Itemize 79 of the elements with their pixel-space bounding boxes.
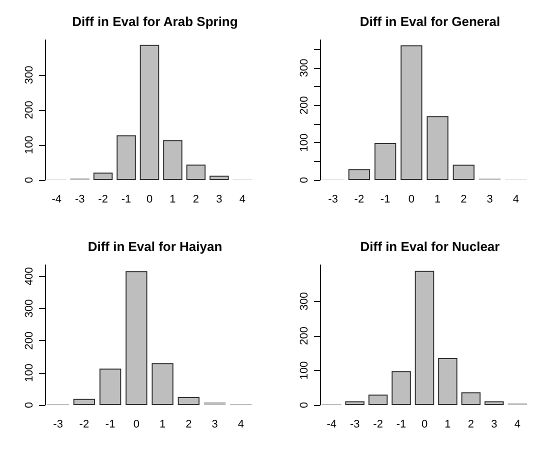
chart-title: Diff in Eval for Arab Spring xyxy=(72,14,238,29)
y-tick-label: 300 xyxy=(24,66,36,84)
bar xyxy=(73,398,96,405)
x-tick-label: -4 xyxy=(326,418,336,430)
x-tick-label: 1 xyxy=(160,418,166,430)
bar xyxy=(426,116,448,180)
y-tick-label: 200 xyxy=(24,100,36,120)
bar xyxy=(348,169,370,180)
y-tick-label: 300 xyxy=(298,58,310,78)
y-tick-label: 0 xyxy=(24,176,36,184)
bar xyxy=(392,371,411,405)
bar xyxy=(368,394,388,405)
x-tick-label: -1 xyxy=(121,194,132,206)
x-tick-label: 0 xyxy=(421,418,428,430)
bar xyxy=(400,45,422,180)
bar xyxy=(414,270,434,405)
chart-title: Diff in Eval for Haiyan xyxy=(88,239,222,254)
bar xyxy=(484,401,504,405)
x-tick-label: 1 xyxy=(170,194,176,206)
y-tick-label: 0 xyxy=(298,176,310,184)
y-tick-label: 100 xyxy=(298,133,310,152)
x-tick-label: 0 xyxy=(133,418,140,430)
bar xyxy=(210,176,229,180)
x-tick-label: 1 xyxy=(444,418,451,430)
x-tick-label: 2 xyxy=(192,194,200,206)
x-tick-label: -1 xyxy=(105,418,116,430)
x-tick-label: 3 xyxy=(212,418,218,430)
x-tick-label: 2 xyxy=(460,194,467,206)
x-tick-label: -3 xyxy=(53,418,63,430)
x-tick-label: -1 xyxy=(380,194,390,206)
x-tick-label: -2 xyxy=(354,194,364,206)
bar xyxy=(452,164,475,180)
y-tick-label: 0 xyxy=(24,402,36,408)
y-tick-label: 100 xyxy=(24,136,36,154)
bar xyxy=(99,368,122,405)
y-tick-label: 200 xyxy=(24,331,36,350)
x-tick-label: -3 xyxy=(350,418,360,430)
x-tick-label: 2 xyxy=(186,418,192,430)
bar xyxy=(116,135,136,180)
x-tick-label: -2 xyxy=(373,418,383,430)
x-tick-label: 3 xyxy=(486,194,493,206)
x-tick-label: -3 xyxy=(328,194,338,206)
y-tick-label: 100 xyxy=(24,364,36,382)
bar xyxy=(178,396,200,405)
x-tick-label: -1 xyxy=(396,418,406,430)
x-tick-label: 0 xyxy=(146,194,153,206)
y-tick-label: 200 xyxy=(298,96,310,115)
bar xyxy=(345,401,364,405)
bar xyxy=(204,402,226,405)
x-tick-label: -4 xyxy=(52,194,62,206)
y-tick-label: 200 xyxy=(298,326,310,346)
bar xyxy=(93,172,113,180)
bar xyxy=(152,363,174,405)
x-tick-label: 4 xyxy=(512,194,519,206)
bar xyxy=(140,44,160,180)
y-tick-label: 100 xyxy=(298,361,310,380)
bar xyxy=(163,140,182,180)
chart-title: Diff in Eval for Nuclear xyxy=(360,239,500,254)
bar xyxy=(438,358,458,405)
x-tick-label: 3 xyxy=(216,194,222,206)
x-tick-label: 1 xyxy=(434,194,441,206)
bar xyxy=(461,392,481,405)
bar xyxy=(374,143,396,180)
y-tick-label: 0 xyxy=(298,402,310,408)
y-tick-label: 400 xyxy=(24,267,36,286)
x-tick-label: 4 xyxy=(239,194,246,206)
x-tick-label: -2 xyxy=(98,194,108,206)
x-tick-label: 2 xyxy=(468,418,474,430)
bar xyxy=(126,271,148,405)
x-tick-label: -2 xyxy=(79,418,90,430)
chart-title: Diff in Eval for General xyxy=(360,14,500,29)
y-tick-label: 300 xyxy=(298,292,310,310)
x-tick-label: -3 xyxy=(74,194,85,206)
x-tick-label: 3 xyxy=(491,418,498,430)
x-tick-label: 4 xyxy=(514,418,520,430)
x-tick-label: 0 xyxy=(408,194,414,206)
y-tick-label: 300 xyxy=(24,299,36,318)
bar xyxy=(186,164,206,180)
x-tick-label: 4 xyxy=(238,418,244,430)
